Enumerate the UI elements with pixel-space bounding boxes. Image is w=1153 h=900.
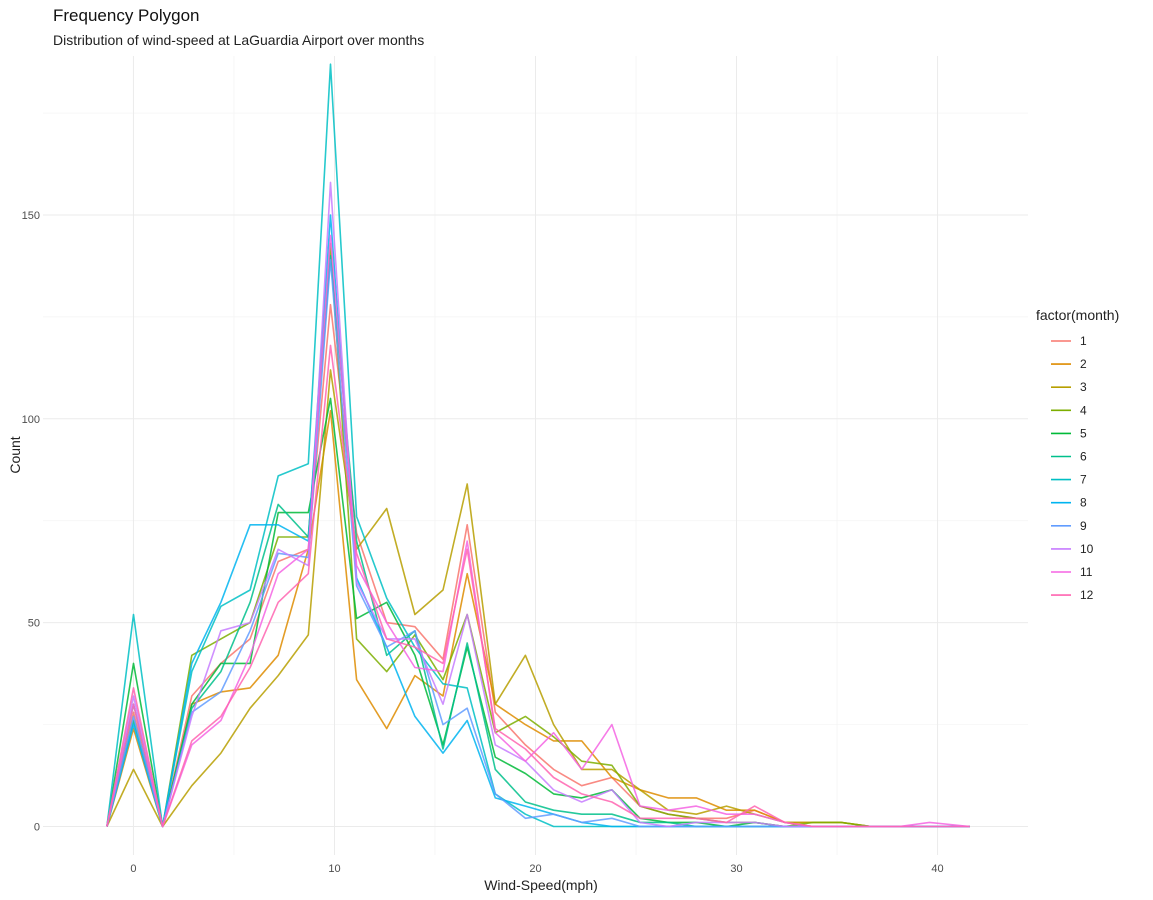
legend-item-2: 2 xyxy=(1051,357,1087,371)
chart-subtitle: Distribution of wind-speed at LaGuardia … xyxy=(53,32,425,48)
series-line-month-7 xyxy=(106,63,970,828)
legend-item-9: 9 xyxy=(1051,519,1087,533)
y-tick-label: 100 xyxy=(22,414,40,426)
legend-item-6: 6 xyxy=(1051,450,1087,464)
legend-title: factor(month) xyxy=(1036,307,1119,323)
legend-label: 12 xyxy=(1080,588,1094,602)
legend-label: 3 xyxy=(1080,380,1087,394)
legend-label: 4 xyxy=(1080,403,1087,417)
legend-label: 9 xyxy=(1080,519,1087,533)
x-tick-label: 40 xyxy=(931,863,943,875)
legend-label: 6 xyxy=(1080,450,1087,464)
legend-label: 7 xyxy=(1080,473,1087,487)
series-line-month-12 xyxy=(106,344,970,828)
legend-item-1: 1 xyxy=(1051,334,1087,348)
y-axis-title: Count xyxy=(7,436,23,473)
x-tick-label: 10 xyxy=(328,863,340,875)
legend-item-8: 8 xyxy=(1051,496,1087,510)
chart-title: Frequency Polygon xyxy=(53,6,200,25)
legend-item-7: 7 xyxy=(1051,473,1087,487)
grid xyxy=(43,56,1028,855)
x-axis-title: Wind-Speed(mph) xyxy=(484,877,598,893)
legend-item-12: 12 xyxy=(1051,588,1094,602)
tick-labels: 0 10 20 30 40 0 50 100 150 xyxy=(22,210,944,875)
y-tick-label: 50 xyxy=(28,618,40,630)
legend-label: 1 xyxy=(1080,334,1087,348)
legend-label: 2 xyxy=(1080,357,1087,371)
x-tick-label: 0 xyxy=(130,863,136,875)
series-line-month-9 xyxy=(106,258,970,828)
y-tick-label: 0 xyxy=(34,821,40,833)
legend-label: 8 xyxy=(1080,496,1087,510)
x-tick-label: 30 xyxy=(730,863,742,875)
series-line-month-2 xyxy=(106,409,970,828)
legend-item-5: 5 xyxy=(1051,426,1087,440)
legend-label: 5 xyxy=(1080,426,1087,440)
y-tick-label: 150 xyxy=(22,210,40,222)
series-line-month-4 xyxy=(106,242,970,828)
series-layer xyxy=(106,63,970,828)
legend-item-10: 10 xyxy=(1051,542,1094,556)
series-line-month-6 xyxy=(106,255,970,828)
legend-item-3: 3 xyxy=(1051,380,1087,394)
x-tick-label: 20 xyxy=(529,863,541,875)
legend-label: 10 xyxy=(1080,542,1094,556)
series-line-month-11 xyxy=(106,234,970,828)
legend-item-4: 4 xyxy=(1051,403,1087,417)
legend-label: 11 xyxy=(1080,565,1093,579)
legend-item-11: 11 xyxy=(1051,565,1093,579)
